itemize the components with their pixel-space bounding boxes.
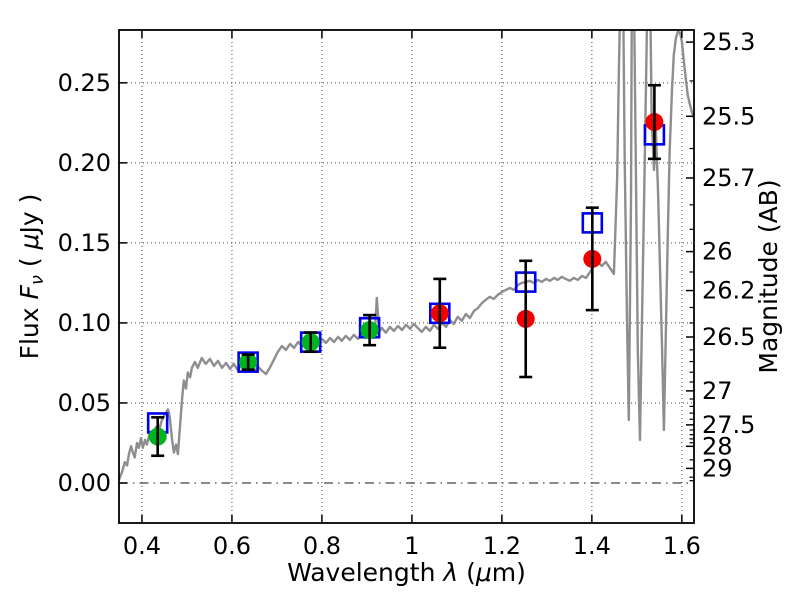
observed-infrared-errorbar <box>519 259 533 379</box>
y-right-tick-label: 28 <box>702 432 733 460</box>
observed-infrared-errorbar <box>647 83 661 161</box>
axis-labels: Wavelength λ (μm) Flux Fν ( μJy ) Magnitud… <box>15 179 783 587</box>
template-square-marker <box>237 351 259 373</box>
y-left-axis-label: Flux Fν ( μJy ) <box>15 194 48 360</box>
gridlines <box>119 30 694 523</box>
plot-frame <box>118 29 695 524</box>
x-tick-label: 1.2 <box>483 532 521 560</box>
y-right-tick-label: 25.7 <box>702 164 755 192</box>
x-tick-label: 0.6 <box>213 532 251 560</box>
y-right-tick-label: 25.3 <box>702 28 755 56</box>
x-tick-label: 1.6 <box>663 532 701 560</box>
y-right-tick-label: 29 <box>702 454 733 482</box>
y-left-tick-label: 0.25 <box>58 69 111 97</box>
y-left-tick-label: 0.15 <box>58 229 111 257</box>
observed-optical <box>148 313 379 458</box>
y-right-tick-label: 26.2 <box>702 277 755 305</box>
y-right-tick-label: 27.5 <box>702 411 755 439</box>
observed-infrared-errorbar <box>433 277 447 350</box>
x-axis-label: Wavelength λ (μm) <box>287 558 526 587</box>
y-left-tick-label: 0.05 <box>58 389 111 417</box>
y-left-tick-label: 0.20 <box>58 149 111 177</box>
observed-optical-errorbar <box>304 331 318 354</box>
y-right-tick-label: 27 <box>702 377 733 405</box>
x-tick-label: 0.4 <box>123 532 161 560</box>
observed-optical-errorbar <box>241 353 255 371</box>
y-right-tick-label: 25.5 <box>702 102 755 130</box>
x-tick-label: 0.8 <box>303 532 341 560</box>
observed-optical-errorbar <box>151 416 165 458</box>
model-spectrum-line <box>119 30 694 481</box>
y-right-tick-label: 26.5 <box>702 323 755 351</box>
observed-infrared-errorbar <box>585 206 599 312</box>
y-left-tick-label: 0.10 <box>58 309 111 337</box>
tick-labels: 0.4 0.6 0.8 1 1.2 1.4 1.6 0.00 0.05 0.10 0.15 0.20 0… <box>58 28 756 560</box>
x-tick-label: 1 <box>404 532 419 560</box>
x-tick-label: 1.4 <box>573 532 611 560</box>
observed-optical-errorbar <box>363 313 377 347</box>
y-left-tick-label: 0.00 <box>58 469 111 497</box>
y-right-axis-label: Magnitude (AB) <box>754 179 783 373</box>
y-right-tick-label: 26 <box>702 238 733 266</box>
observed-infrared <box>430 83 664 379</box>
